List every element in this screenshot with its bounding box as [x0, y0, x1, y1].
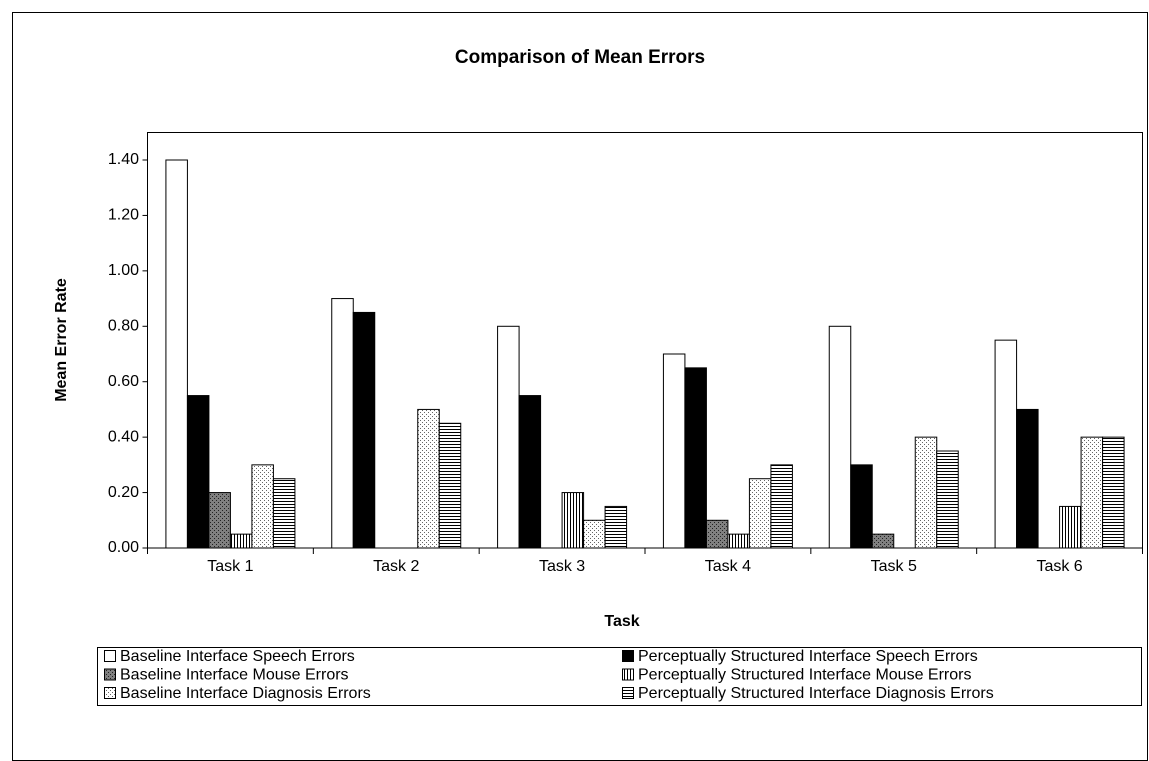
y-tick-label: 0.40 — [108, 428, 139, 445]
bar — [850, 464, 873, 549]
bar — [662, 353, 686, 549]
x-tick-label: Task 1 — [207, 558, 253, 575]
bar — [208, 492, 231, 549]
x-axis-label: Task — [604, 613, 639, 630]
x-tick-label: Task 6 — [1036, 558, 1082, 575]
bar — [1102, 436, 1125, 549]
bar — [604, 505, 628, 549]
bar — [828, 325, 852, 549]
legend-label: Baseline Interface Speech Errors — [120, 648, 355, 665]
bar — [1059, 505, 1082, 549]
y-tick-label: 0.80 — [108, 318, 139, 335]
bar — [583, 519, 606, 549]
legend-label: Baseline Interface Mouse Errors — [120, 667, 349, 684]
legend-label: Perceptually Structured Interface Diagno… — [638, 685, 994, 702]
bar — [352, 311, 376, 549]
x-tick-label: Task 4 — [705, 558, 751, 575]
y-tick-label: 1.20 — [108, 207, 139, 224]
bar — [936, 450, 959, 549]
legend-label: Perceptually Structured Interface Speech… — [638, 648, 978, 665]
bar — [518, 395, 542, 549]
y-tick-label: 0.00 — [108, 539, 139, 556]
bar — [331, 298, 354, 549]
y-tick-label: 0.60 — [108, 373, 139, 390]
x-tick-label: Task 5 — [871, 558, 917, 575]
legend-swatch — [104, 687, 116, 699]
bar — [229, 533, 253, 549]
plot-area — [147, 132, 1143, 549]
legend-box — [97, 647, 1142, 706]
bar — [1016, 408, 1039, 549]
y-tick-label: 0.20 — [108, 484, 139, 501]
bar — [272, 478, 296, 549]
legend-label: Perceptually Structured Interface Mouse … — [638, 667, 971, 684]
legend-swatch — [104, 668, 116, 681]
legend-label: Baseline Interface Diagnosis Errors — [120, 685, 371, 702]
y-tick-label: 1.40 — [108, 151, 139, 168]
bar — [186, 395, 210, 549]
bar — [497, 325, 520, 549]
legend-swatch — [622, 668, 634, 681]
bar — [251, 464, 274, 549]
y-tick-label: 1.00 — [108, 262, 139, 279]
x-tick-label: Task 3 — [539, 558, 585, 575]
bar — [561, 492, 585, 549]
legend-swatch — [104, 650, 116, 662]
bar — [871, 533, 895, 549]
bar — [748, 478, 772, 549]
bar — [417, 408, 440, 549]
bar — [705, 519, 729, 549]
x-tick-label: Task 2 — [373, 558, 419, 575]
bar — [165, 159, 188, 549]
y-axis-label: Mean Error Rate — [53, 278, 70, 402]
bar — [438, 422, 462, 549]
bar — [727, 533, 750, 549]
bar — [994, 339, 1018, 549]
legend-swatch — [622, 650, 634, 662]
bar — [770, 464, 793, 549]
bar — [684, 367, 707, 549]
legend-swatch — [622, 687, 634, 699]
bar — [1080, 436, 1104, 549]
chart-title: Comparison of Mean Errors — [455, 47, 705, 68]
bar — [914, 436, 938, 549]
